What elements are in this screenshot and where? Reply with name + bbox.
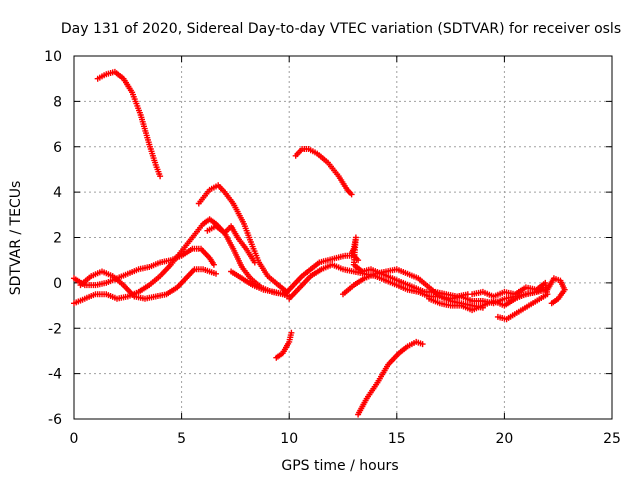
y-tick-label: 10 [44, 49, 62, 65]
x-tick-label: 10 [280, 431, 298, 447]
series-arc-b [292, 146, 355, 198]
x-tick-label: 25 [603, 431, 621, 447]
y-tick-label: -6 [48, 412, 62, 428]
y-tick-label: 8 [53, 94, 62, 110]
series-arc-n [469, 279, 551, 323]
series-arc-g [204, 223, 258, 266]
y-axis-label: SDTVAR / TECUs [8, 181, 24, 296]
series-arc-m [426, 275, 568, 314]
x-tick-label: 15 [388, 431, 406, 447]
data-point [494, 313, 501, 320]
data-point [348, 191, 355, 198]
data-point [157, 173, 164, 180]
grid-lines [74, 56, 612, 419]
data-point [548, 300, 555, 307]
x-axis: 0 5 10 15 20 25 [70, 56, 621, 447]
y-tick-label: 6 [53, 140, 62, 156]
data-point [251, 259, 258, 266]
data-point [210, 261, 217, 268]
series-arc-o [273, 329, 295, 361]
data-point [288, 329, 295, 336]
y-tick-label: -2 [48, 321, 62, 337]
data-point [419, 341, 426, 348]
series-arc-a [94, 68, 164, 180]
series-arc-p [355, 338, 426, 418]
y-tick-label: 4 [53, 185, 62, 201]
x-tick-label: 0 [70, 431, 79, 447]
x-tick-label: 5 [177, 431, 186, 447]
y-axis: -6 -4 -2 0 2 4 6 8 10 [44, 49, 612, 428]
data-point [213, 270, 219, 277]
y-tick-label: 0 [53, 276, 62, 292]
series-arc-l [348, 234, 471, 300]
chart-title: Day 131 of 2020, Sidereal Day-to-day VTE… [61, 21, 621, 37]
data-points [71, 68, 568, 418]
series-arc-f [77, 266, 219, 302]
x-tick-label: 20 [495, 431, 513, 447]
y-tick-label: -4 [48, 367, 62, 383]
x-axis-label: GPS time / hours [281, 458, 398, 474]
y-tick-label: 2 [53, 231, 62, 247]
